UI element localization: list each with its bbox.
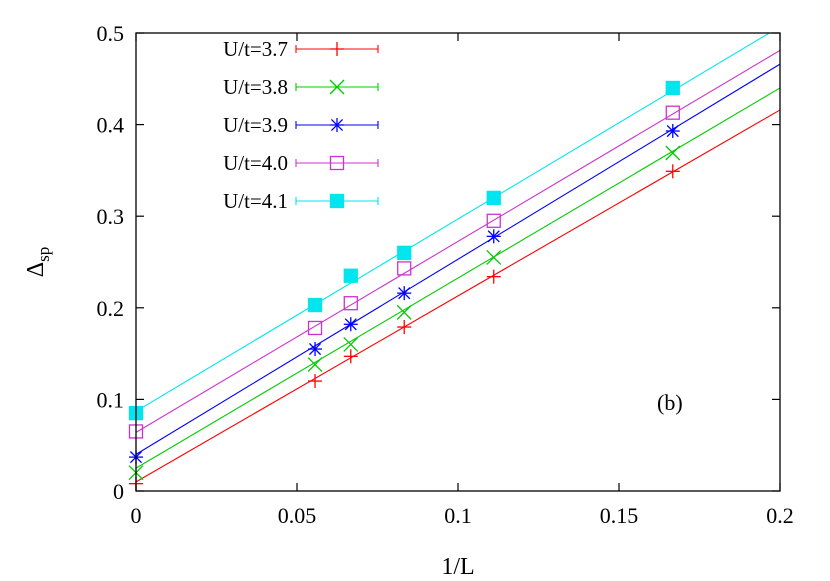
- legend-label: U/t=3.9: [223, 113, 288, 137]
- x-tick-label: 0.2: [766, 503, 794, 528]
- data-point: [486, 249, 502, 265]
- legend-swatch: [295, 42, 379, 56]
- data-point: [343, 336, 359, 352]
- data-point: [397, 261, 412, 276]
- data-point: [307, 320, 323, 336]
- legend-label: U/t=4.0: [223, 151, 288, 175]
- legend-label: U/t=3.8: [223, 75, 288, 99]
- legend-label: U/t=3.7: [223, 37, 288, 61]
- y-axis-label-sub: sp: [34, 247, 53, 262]
- x-tick-label: 0.1: [444, 503, 472, 528]
- data-point: [343, 268, 358, 283]
- fit-lines: [135, 32, 781, 483]
- y-tick-label: 0.3: [97, 204, 125, 229]
- legend-entry: U/t=3.9: [223, 113, 379, 137]
- fit-line-4: [135, 49, 781, 433]
- plot-frame: [135, 32, 781, 492]
- data-point: [307, 357, 323, 373]
- data-point: [343, 317, 358, 332]
- legend: U/t=3.7 U/t=3.8 U/t=3.9 U/t=4.0 U/t=4.1: [223, 37, 379, 213]
- ticks-layer: 0 0.05 0.1 0.15 0.2 0 0.1 0.2 0.3 0.4 0.5: [97, 21, 794, 528]
- data-point: [308, 342, 323, 357]
- x-axis-label: 1/L: [441, 554, 474, 580]
- legend-label: U/t=4.1: [223, 189, 288, 213]
- data-point: [486, 229, 501, 244]
- data-point: [397, 320, 412, 335]
- legend-entry: U/t=4.0: [223, 151, 379, 175]
- y-tick-label: 0.4: [97, 113, 125, 138]
- legend-swatch: [295, 79, 379, 95]
- fit-line-5: [135, 32, 770, 412]
- data-point: [308, 374, 323, 389]
- data-point: [665, 105, 680, 120]
- legend-entry: U/t=3.7: [223, 37, 379, 61]
- y-axis-label-main: Δ: [23, 262, 49, 277]
- legend-swatch: [295, 118, 379, 132]
- data-point: [486, 213, 501, 228]
- y-tick-label: 0: [113, 479, 124, 504]
- data-point: [307, 297, 323, 313]
- fit-line-2: [135, 87, 781, 469]
- y-axis-label: Δsp: [23, 247, 53, 278]
- data-point: [396, 304, 412, 320]
- data-point: [397, 286, 412, 301]
- legend-entry: U/t=4.1: [223, 189, 379, 213]
- legend-swatch: [295, 193, 379, 209]
- x-tick-label: 0.05: [278, 503, 317, 528]
- x-tick-label: 0.15: [600, 503, 639, 528]
- data-point: [343, 296, 358, 311]
- legend-swatch: [295, 155, 379, 171]
- data-point: [486, 190, 501, 206]
- data-points: [128, 80, 681, 491]
- data-point: [665, 80, 680, 96]
- panel-annotation: (b): [657, 390, 683, 415]
- data-point: [486, 269, 501, 284]
- legend-entry: U/t=3.8: [223, 75, 379, 99]
- data-point: [665, 164, 680, 179]
- x-tick-label: 0: [131, 503, 142, 528]
- data-point: [343, 349, 358, 364]
- data-point: [665, 145, 681, 161]
- y-tick-label: 0.5: [97, 21, 125, 46]
- data-point: [397, 245, 412, 260]
- y-tick-label: 0.2: [97, 296, 125, 321]
- y-tick-label: 0.1: [97, 387, 125, 412]
- data-point: [665, 124, 680, 139]
